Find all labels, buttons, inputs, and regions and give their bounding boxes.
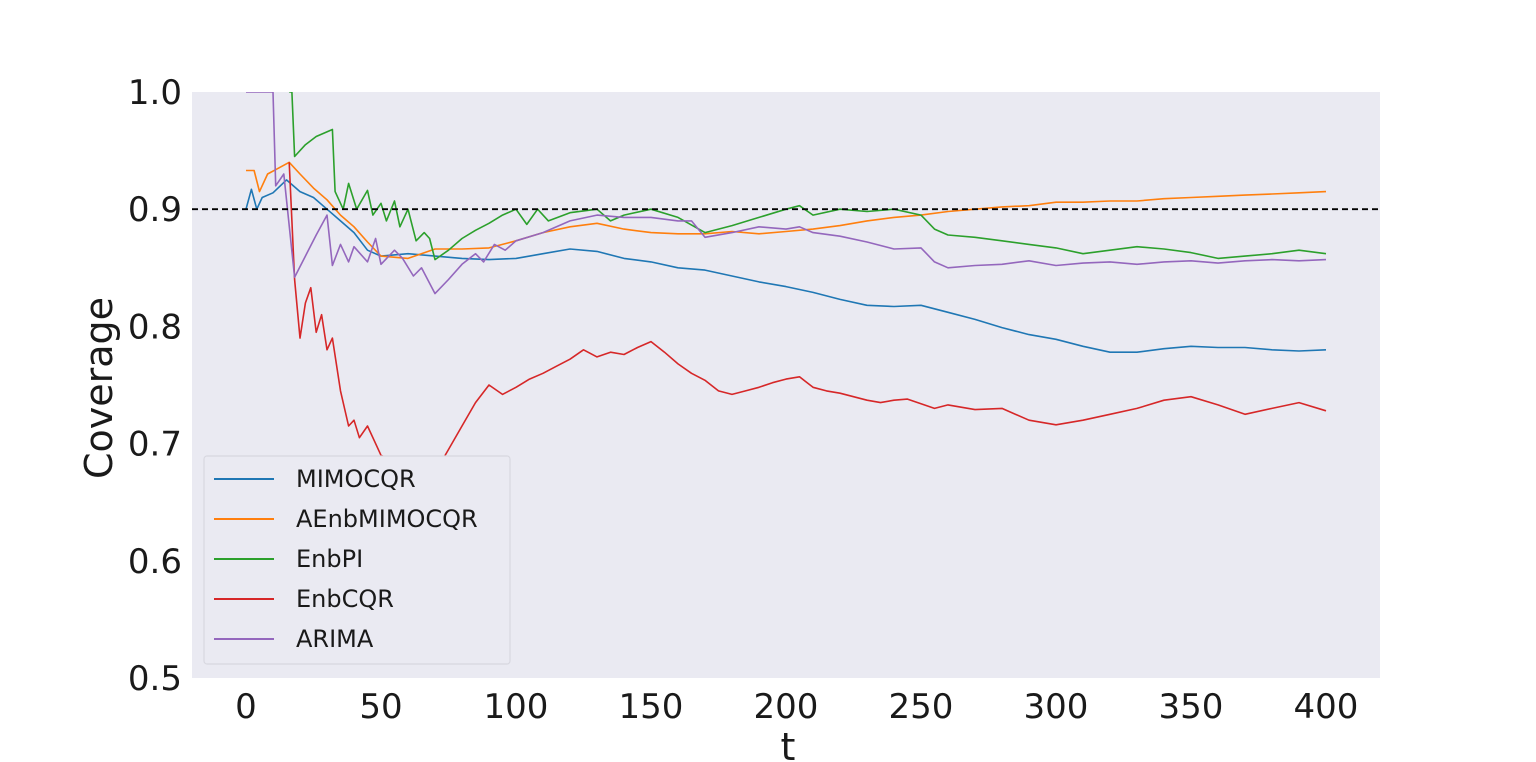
- legend-label: MIMOCQR: [296, 465, 416, 493]
- legend-box: [203, 455, 511, 665]
- series-line-aenbmimocqr: [246, 161, 1327, 260]
- y-tick-label: 1.0: [128, 73, 182, 113]
- x-tick-label: 200: [754, 687, 819, 727]
- y-tick-labels: 0.5 0.6 0.7 0.8 0.9 1.0: [128, 73, 182, 699]
- y-axis-label: Coverage: [77, 297, 121, 479]
- x-tick-labels: 0 50 100 150 200 250 300 350 400: [235, 687, 1358, 727]
- series-layer: [245, 92, 1327, 474]
- x-tick-label: 50: [359, 687, 402, 727]
- legend-label: ARIMA: [296, 625, 374, 653]
- series-line-arima: [246, 92, 1327, 295]
- x-tick-label: 250: [889, 687, 954, 727]
- legend-label: EnbCQR: [296, 585, 394, 613]
- x-tick-label: 350: [1159, 687, 1224, 727]
- x-tick-label: 300: [1024, 687, 1089, 727]
- y-tick-label: 0.7: [128, 425, 182, 465]
- legend: MIMOCQR AEnbMIMOCQR EnbPI EnbCQR ARIMA: [203, 455, 511, 665]
- y-tick-label: 0.8: [128, 307, 182, 347]
- x-axis-label: t: [781, 725, 796, 762]
- series-line-enbcqr: [288, 162, 1327, 474]
- series-line-mimocqr: [245, 179, 1327, 353]
- y-tick-label: 0.9: [128, 190, 182, 230]
- legend-label: AEnbMIMOCQR: [296, 505, 478, 533]
- x-tick-label: 400: [1294, 687, 1359, 727]
- y-tick-label: 0.6: [128, 542, 182, 582]
- legend-label: EnbPI: [296, 545, 363, 573]
- y-tick-label: 0.5: [128, 659, 182, 699]
- x-tick-label: 150: [619, 687, 684, 727]
- series-line-enbpi: [289, 92, 1327, 261]
- x-tick-label: 0: [235, 687, 257, 727]
- x-tick-label: 100: [484, 687, 549, 727]
